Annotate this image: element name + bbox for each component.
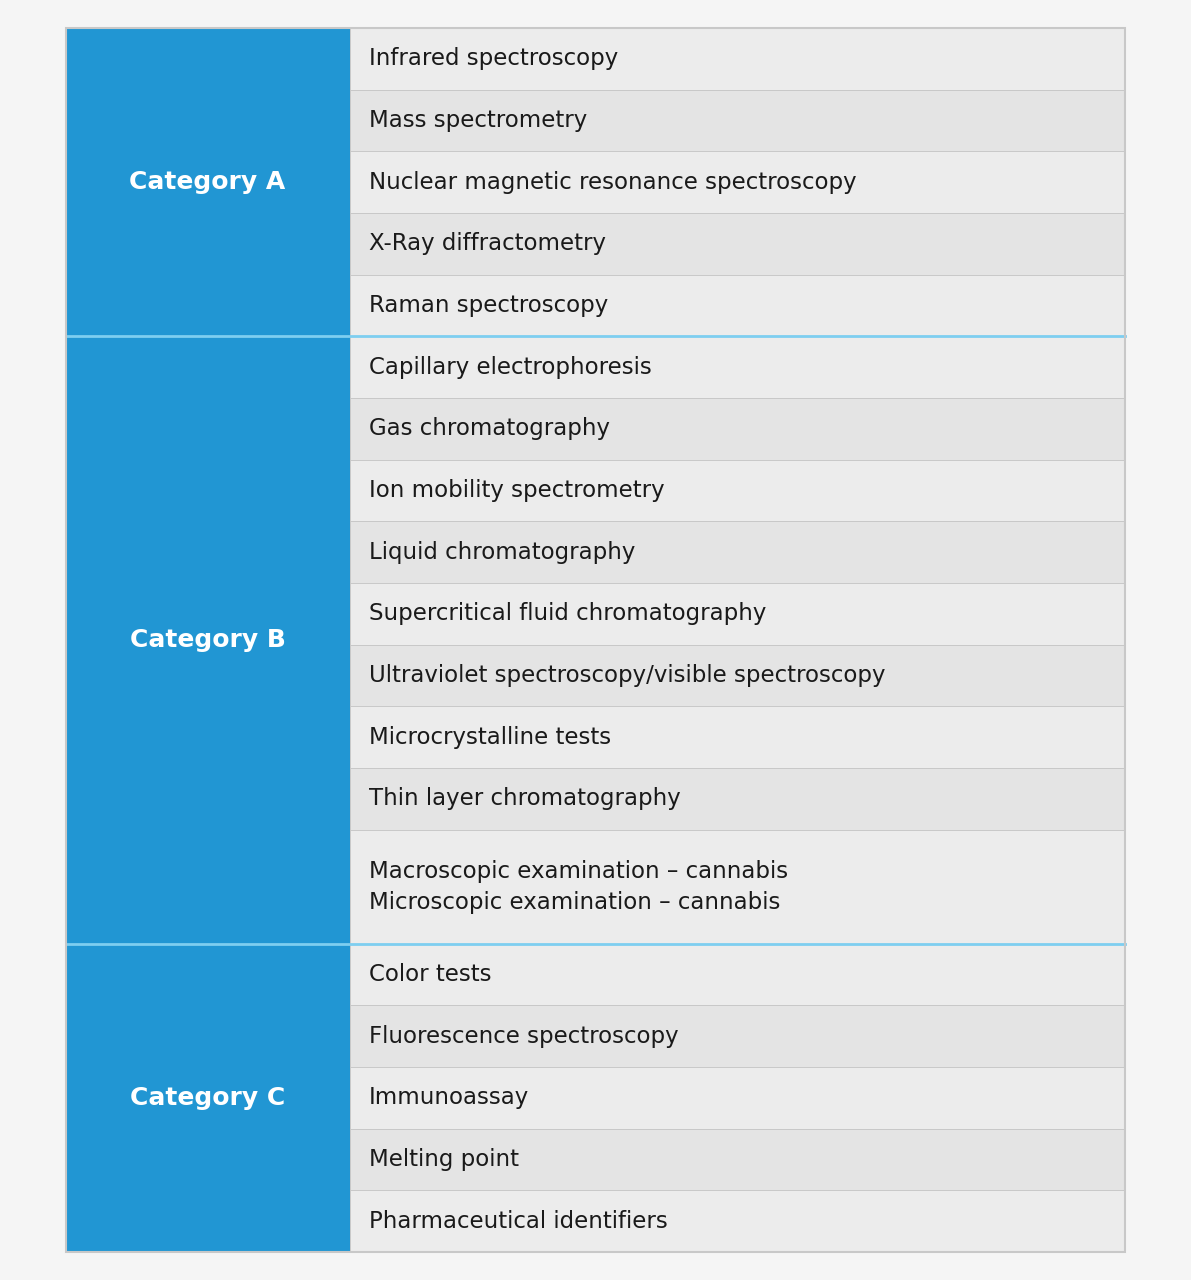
- Bar: [350, 28, 1125, 90]
- Text: Raman spectroscopy: Raman spectroscopy: [369, 294, 607, 317]
- Bar: [66, 337, 350, 943]
- Bar: [350, 645, 1125, 707]
- Text: Ion mobility spectrometry: Ion mobility spectrometry: [369, 479, 665, 502]
- Bar: [350, 275, 1125, 337]
- Bar: [66, 943, 350, 1252]
- Text: Pharmaceutical identifiers: Pharmaceutical identifiers: [369, 1210, 667, 1233]
- Bar: [350, 943, 1125, 1005]
- Bar: [350, 1129, 1125, 1190]
- Text: Supercritical fluid chromatography: Supercritical fluid chromatography: [369, 603, 766, 626]
- Bar: [350, 582, 1125, 645]
- Text: Melting point: Melting point: [369, 1148, 518, 1171]
- Bar: [350, 151, 1125, 212]
- Text: Gas chromatography: Gas chromatography: [369, 417, 610, 440]
- Bar: [350, 212, 1125, 275]
- Bar: [350, 398, 1125, 460]
- Text: Category A: Category A: [130, 170, 286, 195]
- Text: Mass spectrometry: Mass spectrometry: [369, 109, 587, 132]
- Text: Fluorescence spectroscopy: Fluorescence spectroscopy: [369, 1024, 678, 1047]
- Bar: [350, 1068, 1125, 1129]
- Bar: [350, 829, 1125, 943]
- Text: Ultraviolet spectroscopy/visible spectroscopy: Ultraviolet spectroscopy/visible spectro…: [369, 664, 885, 687]
- Text: Liquid chromatography: Liquid chromatography: [369, 540, 635, 563]
- Text: Category C: Category C: [130, 1085, 285, 1110]
- Bar: [350, 521, 1125, 582]
- Bar: [350, 337, 1125, 398]
- Bar: [350, 1005, 1125, 1068]
- Text: Thin layer chromatography: Thin layer chromatography: [369, 787, 680, 810]
- Bar: [350, 1190, 1125, 1252]
- Text: Color tests: Color tests: [369, 963, 491, 986]
- Text: Microcrystalline tests: Microcrystalline tests: [369, 726, 611, 749]
- Bar: [350, 707, 1125, 768]
- Text: Category B: Category B: [130, 628, 286, 652]
- Bar: [350, 768, 1125, 829]
- Text: Macroscopic examination – cannabis
Microscopic examination – cannabis: Macroscopic examination – cannabis Micro…: [369, 860, 787, 914]
- Text: Nuclear magnetic resonance spectroscopy: Nuclear magnetic resonance spectroscopy: [369, 170, 856, 193]
- Text: Capillary electrophoresis: Capillary electrophoresis: [369, 356, 651, 379]
- Bar: [350, 90, 1125, 151]
- Text: Infrared spectroscopy: Infrared spectroscopy: [369, 47, 618, 70]
- Bar: [350, 460, 1125, 521]
- Bar: [66, 28, 1125, 1252]
- Text: Immunoassay: Immunoassay: [369, 1087, 529, 1110]
- Text: X-Ray diffractometry: X-Ray diffractometry: [369, 233, 606, 256]
- Bar: [66, 28, 350, 337]
